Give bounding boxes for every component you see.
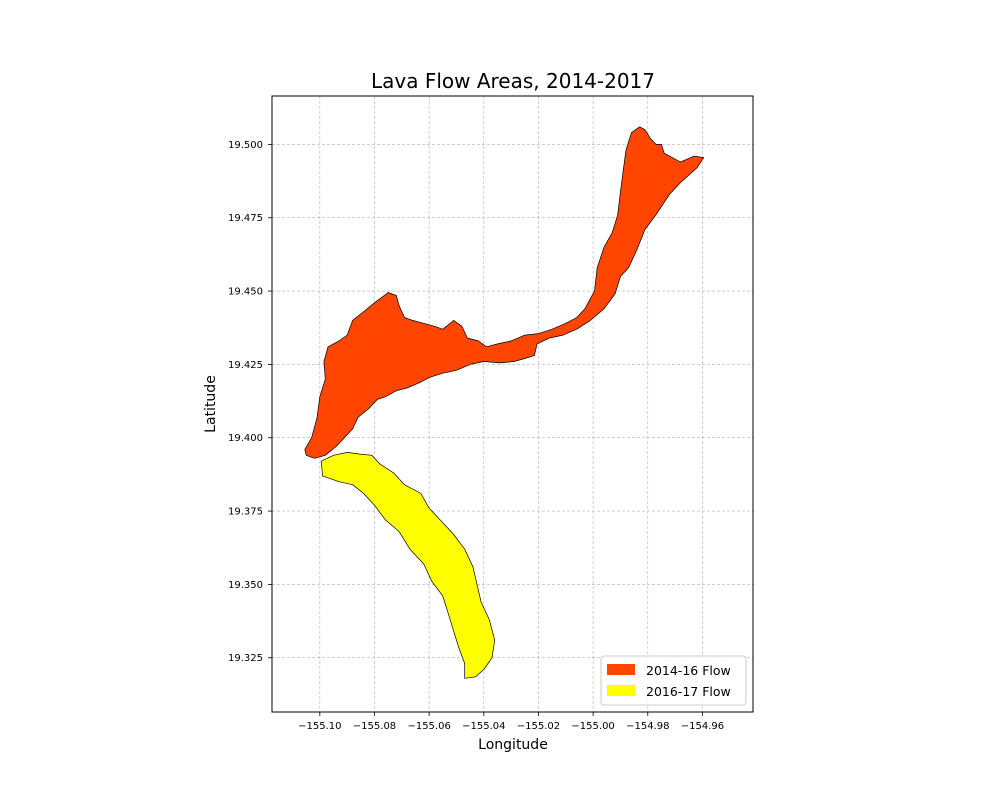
y-tick-label: 19.325 xyxy=(228,653,263,664)
x-tick-label: −154.96 xyxy=(681,721,724,732)
legend-label-2014-16: 2014-16 Flow xyxy=(646,663,731,678)
flow-polygon-2014-16-flow xyxy=(304,126,705,459)
y-axis-ticks: 19.325 19.350 19.375 19.400 19.425 19.450 19.4… xyxy=(228,140,272,664)
y-tick-label: 19.350 xyxy=(228,580,263,591)
lava-flows xyxy=(304,126,705,679)
y-axis-label: Latitude xyxy=(203,375,219,433)
x-tick-label: −155.04 xyxy=(462,721,505,732)
x-tick-label: −155.02 xyxy=(517,721,560,732)
flow-polygon-2016-17-flow xyxy=(320,452,496,679)
chart-title: Lava Flow Areas, 2014-2017 xyxy=(371,69,655,93)
y-tick-label: 19.500 xyxy=(228,140,263,151)
plot-frame xyxy=(271,95,754,713)
y-tick-label: 19.375 xyxy=(228,507,263,518)
x-tick-label: −155.06 xyxy=(407,721,450,732)
y-tick-label: 19.450 xyxy=(228,287,263,298)
x-axis-label: Longitude xyxy=(478,737,548,753)
y-tick-label: 19.475 xyxy=(228,213,263,224)
x-tick-label: −155.08 xyxy=(353,721,396,732)
x-axis-ticks: −155.10 −155.08 −155.06 −155.04 −155.02 −155.… xyxy=(298,712,724,732)
legend-label-2016-17: 2016-17 Flow xyxy=(646,684,731,699)
legend: 2014-16 Flow 2016-17 Flow xyxy=(600,655,747,706)
y-tick-label: 19.400 xyxy=(228,433,263,444)
legend-swatch-2014-16 xyxy=(607,664,635,675)
grid xyxy=(272,96,753,712)
legend-box xyxy=(600,655,747,706)
y-tick-label: 19.425 xyxy=(228,360,263,371)
x-tick-label: −155.10 xyxy=(298,721,341,732)
x-tick-label: −155.00 xyxy=(571,721,614,732)
legend-swatch-2016-17 xyxy=(607,685,635,696)
x-tick-label: −154.98 xyxy=(626,721,669,732)
